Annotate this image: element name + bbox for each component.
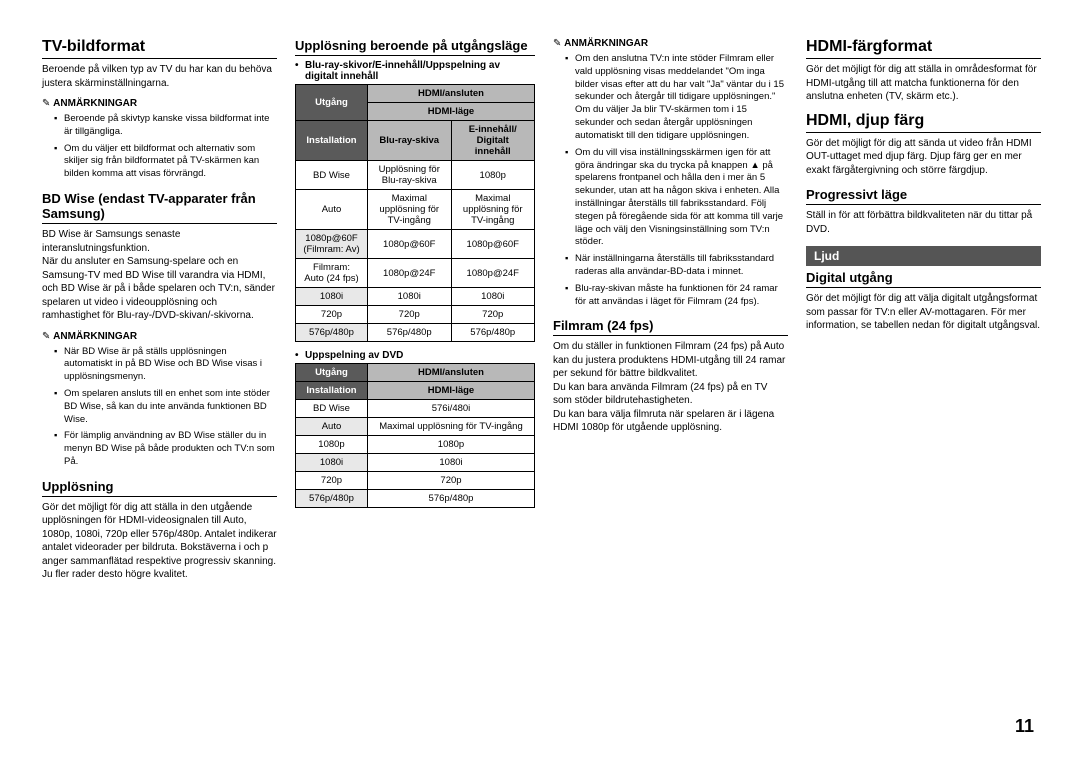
table-row: 720p720p: [296, 472, 535, 490]
tbl1-row-hdr-mid: Installation: [296, 121, 368, 161]
text-hdmi-fargformat: Gör det möjligt för dig att ställa in om…: [806, 63, 1041, 104]
cell: 1080p@24F: [368, 259, 452, 288]
tbl1-subcol-0: Blu-ray-skiva: [368, 121, 452, 161]
notes-list-1a: Beroende på skivtyp kanske vissa bildfor…: [54, 113, 277, 181]
cell: 1080i: [368, 288, 452, 306]
heading-filmram: Filmram (24 fps): [553, 318, 788, 336]
column-2: Upplösning beroende på utgångsläge Blu-r…: [295, 38, 535, 590]
text-progressivt-lage: Ställ in för att förbättra bildkvalitete…: [806, 209, 1041, 236]
cell: 720p: [368, 472, 535, 490]
table-row: 1080i1080i1080i: [296, 288, 535, 306]
note-item: Om du vill visa inställningsskärmen igen…: [565, 147, 788, 250]
cell: 720p: [368, 306, 452, 324]
notes-heading-1a: ANMÄRKNINGAR: [42, 98, 277, 109]
note-item: Om du väljer ett bildformat och alternat…: [54, 143, 277, 181]
row-label: 1080p@60F (Filmram: Av): [296, 230, 368, 259]
heading-progressivt-lage: Progressivt läge: [806, 187, 1041, 205]
column-3: ANMÄRKNINGAR Om den anslutna TV:n inte s…: [553, 38, 788, 590]
heading-hdmi-fargformat: HDMI-färgformat: [806, 38, 1041, 59]
table-dvd-resolution: Utgång HDMI/ansluten Installation HDMI-l…: [295, 363, 535, 508]
heading-hdmi-djup-farg: HDMI, djup färg: [806, 112, 1041, 133]
table-row: 576p/480p576p/480p: [296, 490, 535, 508]
page-number: 11: [1015, 716, 1034, 737]
heading-digital-utgang: Digital utgång: [806, 270, 1041, 288]
cell: 576p/480p: [368, 324, 452, 342]
table1-caption: Blu-ray-skivor/E-innehåll/Uppspelning av…: [295, 60, 535, 82]
note-item: När inställningarna återställs till fabr…: [565, 253, 788, 279]
row-label: Auto: [296, 190, 368, 230]
row-label: BD Wise: [296, 161, 368, 190]
section-bar-ljud: Ljud: [806, 246, 1041, 266]
cell: Upplösning för Blu-ray-skiva: [368, 161, 452, 190]
notes-list-1b: När BD Wise är på ställs upplösningen au…: [54, 346, 277, 469]
note-item: Om spelaren ansluts till en enhet som in…: [54, 388, 277, 426]
text-filmram: Om du ställer in funktionen Filmram (24 …: [553, 340, 788, 435]
text-hdmi-djup-farg: Gör det möjligt för dig att sända ut vid…: [806, 137, 1041, 178]
table-row: 576p/480p576p/480p576p/480p: [296, 324, 535, 342]
row-label: Auto: [296, 418, 368, 436]
column-4: HDMI-färgformat Gör det möjligt för dig …: [806, 38, 1041, 590]
table-row: 720p720p720p: [296, 306, 535, 324]
heading-upplosning-utgangslage: Upplösning beroende på utgångsläge: [295, 38, 535, 56]
table2-caption: Uppspelning av DVD: [295, 350, 535, 361]
notes-heading-3a: ANMÄRKNINGAR: [553, 38, 788, 49]
cell: 576i/480i: [368, 400, 535, 418]
cell: 1080p@60F: [451, 230, 535, 259]
heading-upplosning: Upplösning: [42, 479, 277, 497]
note-item: När BD Wise är på ställs upplösningen au…: [54, 346, 277, 384]
cell: Maximal upplösning för TV-ingång: [368, 418, 535, 436]
heading-tv-bildformat: TV-bildformat: [42, 38, 277, 59]
table-row: AutoMaximal upplösning för TV-ingångMaxi…: [296, 190, 535, 230]
tbl2-col-hdr-top: HDMI/ansluten: [368, 364, 535, 382]
note-item: Om den anslutna TV:n inte stöder Filmram…: [565, 53, 788, 143]
row-label: BD Wise: [296, 400, 368, 418]
text-bd-wise: BD Wise är Samsungs senaste interanslutn…: [42, 228, 277, 323]
notes-list-3a: Om den anslutna TV:n inte stöder Filmram…: [565, 53, 788, 308]
text-upplosning: Gör det möjligt för dig att ställa in de…: [42, 501, 277, 582]
row-label: 1080i: [296, 288, 368, 306]
table-row: 1080p1080p: [296, 436, 535, 454]
row-label: 576p/480p: [296, 490, 368, 508]
table-bluray-resolution: Utgång HDMI/ansluten HDMI-läge Installat…: [295, 84, 535, 342]
note-item: För lämplig användning av BD Wise ställe…: [54, 430, 277, 468]
cell: 1080p: [368, 436, 535, 454]
table-row: Filmram: Auto (24 fps)1080p@24F1080p@24F: [296, 259, 535, 288]
note-item: Beroende på skivtyp kanske vissa bildfor…: [54, 113, 277, 139]
table-row: AutoMaximal upplösning för TV-ingång: [296, 418, 535, 436]
text-tv-bildformat: Beroende på vilken typ av TV du har kan …: [42, 63, 277, 90]
cell: 1080p@24F: [451, 259, 535, 288]
row-label: 720p: [296, 472, 368, 490]
row-label: Filmram: Auto (24 fps): [296, 259, 368, 288]
cell: 720p: [451, 306, 535, 324]
cell: 1080i: [368, 454, 535, 472]
note-item: Blu-ray-skivan måste ha funktionen för 2…: [565, 283, 788, 309]
row-label: 720p: [296, 306, 368, 324]
table-row: 1080p@60F (Filmram: Av)1080p@60F1080p@60…: [296, 230, 535, 259]
row-label: 1080i: [296, 454, 368, 472]
cell: Maximal upplösning för TV-ingång: [368, 190, 452, 230]
tbl1-col-hdr-top: HDMI/ansluten: [368, 85, 535, 103]
tbl2-col-hdr-mid: HDMI-läge: [368, 382, 535, 400]
table-row: BD Wise576i/480i: [296, 400, 535, 418]
cell: 576p/480p: [368, 490, 535, 508]
notes-heading-1b: ANMÄRKNINGAR: [42, 331, 277, 342]
column-1: TV-bildformat Beroende på vilken typ av …: [42, 38, 277, 590]
row-label: 576p/480p: [296, 324, 368, 342]
cell: 576p/480p: [451, 324, 535, 342]
table-row: 1080i1080i: [296, 454, 535, 472]
tbl1-row-hdr-top: Utgång: [296, 85, 368, 121]
cell: Maximal upplösning för TV-ingång: [451, 190, 535, 230]
tbl2-row-hdr-top: Utgång: [296, 364, 368, 382]
table-row: BD WiseUpplösning för Blu-ray-skiva1080p: [296, 161, 535, 190]
heading-bd-wise: BD Wise (endast TV-apparater från Samsun…: [42, 191, 277, 224]
text-digital-utgang: Gör det möjligt för dig att välja digita…: [806, 292, 1041, 333]
tbl1-col-hdr-mid: HDMI-läge: [368, 103, 535, 121]
tbl1-subcol-1: E-innehåll/ Digitalt innehåll: [451, 121, 535, 161]
tbl2-row-hdr-mid: Installation: [296, 382, 368, 400]
cell: 1080p: [451, 161, 535, 190]
cell: 1080i: [451, 288, 535, 306]
cell: 1080p@60F: [368, 230, 452, 259]
row-label: 1080p: [296, 436, 368, 454]
